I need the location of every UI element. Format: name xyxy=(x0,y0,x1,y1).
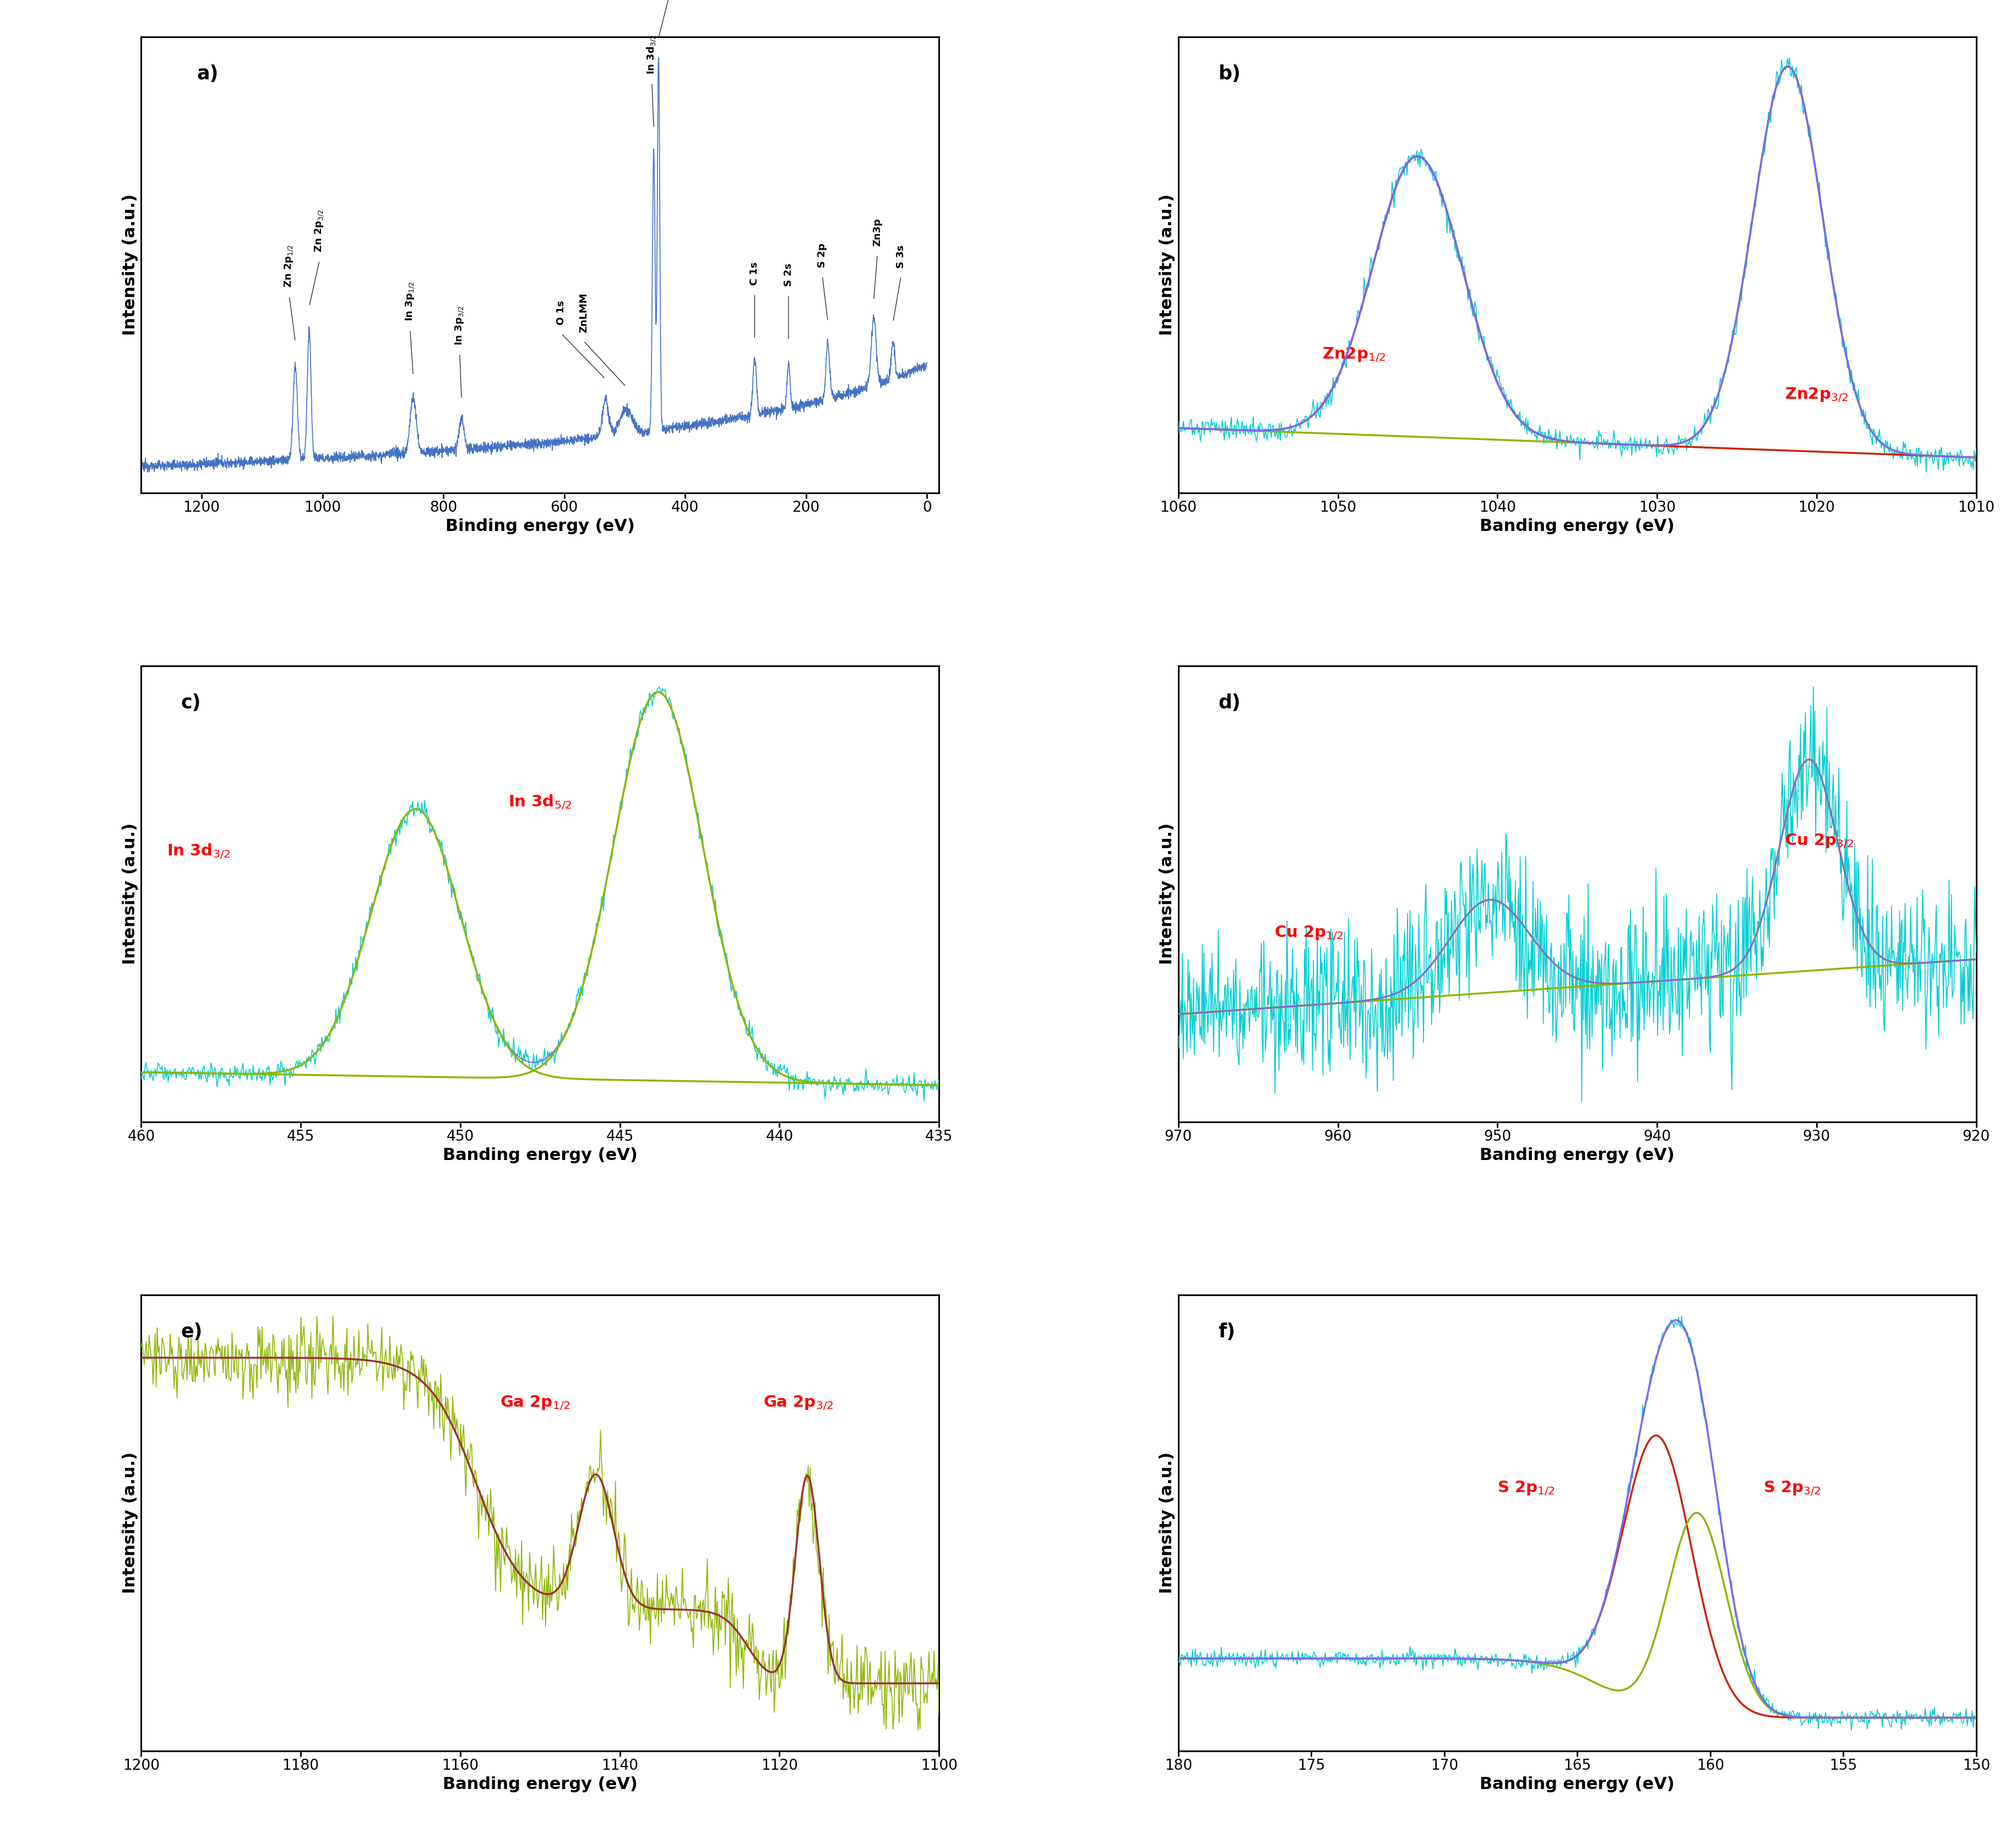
Text: Cu 2p$_{3/2}$: Cu 2p$_{3/2}$ xyxy=(1784,833,1853,850)
Y-axis label: Intensity (a.u.): Intensity (a.u.) xyxy=(1159,824,1175,964)
Y-axis label: Intensity (a.u.): Intensity (a.u.) xyxy=(123,1452,137,1594)
Text: In 3p$_{1/2}$: In 3p$_{1/2}$ xyxy=(403,282,415,321)
Y-axis label: Intensity (a.u.): Intensity (a.u.) xyxy=(1159,1452,1175,1594)
X-axis label: Banding energy (eV): Banding energy (eV) xyxy=(444,1777,637,1791)
Text: Zn 2p$_{1/2}$: Zn 2p$_{1/2}$ xyxy=(282,245,294,288)
Text: d): d) xyxy=(1218,693,1240,711)
Text: In 3d$_{3/2}$: In 3d$_{3/2}$ xyxy=(645,35,657,74)
Text: c): c) xyxy=(181,693,202,711)
Text: Ga 2p$_{1/2}$: Ga 2p$_{1/2}$ xyxy=(500,1395,571,1412)
Text: ZnLMM: ZnLMM xyxy=(579,293,589,334)
Text: In 3d$_{5/2}$: In 3d$_{5/2}$ xyxy=(508,792,571,811)
Text: S 2s: S 2s xyxy=(784,264,792,286)
Text: S 2p$_{1/2}$: S 2p$_{1/2}$ xyxy=(1498,1480,1554,1497)
Y-axis label: Intensity (a.u.): Intensity (a.u.) xyxy=(123,824,137,964)
Text: Zn2p$_{1/2}$: Zn2p$_{1/2}$ xyxy=(1322,346,1385,363)
X-axis label: Binding energy (eV): Binding energy (eV) xyxy=(446,518,635,534)
Text: S 2p: S 2p xyxy=(816,243,827,267)
Text: e): e) xyxy=(181,1323,204,1342)
X-axis label: Banding energy (eV): Banding energy (eV) xyxy=(1480,518,1673,534)
X-axis label: Banding energy (eV): Banding energy (eV) xyxy=(1480,1777,1673,1791)
Text: Ga 2p$_{3/2}$: Ga 2p$_{3/2}$ xyxy=(764,1395,833,1412)
X-axis label: Banding energy (eV): Banding energy (eV) xyxy=(444,1146,637,1163)
Text: f): f) xyxy=(1218,1323,1236,1342)
Y-axis label: Intensity (a.u.): Intensity (a.u.) xyxy=(123,194,137,335)
X-axis label: Banding energy (eV): Banding energy (eV) xyxy=(1480,1146,1673,1163)
Text: Cu 2p$_{1/2}$: Cu 2p$_{1/2}$ xyxy=(1274,925,1343,942)
Text: In 3p$_{3/2}$: In 3p$_{3/2}$ xyxy=(454,306,466,345)
Text: O 1s: O 1s xyxy=(556,300,566,324)
Text: C 1s: C 1s xyxy=(750,262,760,286)
Text: Zn2p$_{3/2}$: Zn2p$_{3/2}$ xyxy=(1784,387,1849,404)
Text: a): a) xyxy=(198,65,218,83)
Text: In 3d$_{3/2}$: In 3d$_{3/2}$ xyxy=(167,842,230,861)
Text: Zn 2p$_{3/2}$: Zn 2p$_{3/2}$ xyxy=(312,210,325,252)
Text: b): b) xyxy=(1218,65,1240,83)
Text: S 2p$_{3/2}$: S 2p$_{3/2}$ xyxy=(1762,1480,1820,1497)
Text: Zn3p: Zn3p xyxy=(873,217,883,247)
Text: S 3s: S 3s xyxy=(895,245,905,267)
Y-axis label: Intensity (a.u.): Intensity (a.u.) xyxy=(1159,194,1175,335)
